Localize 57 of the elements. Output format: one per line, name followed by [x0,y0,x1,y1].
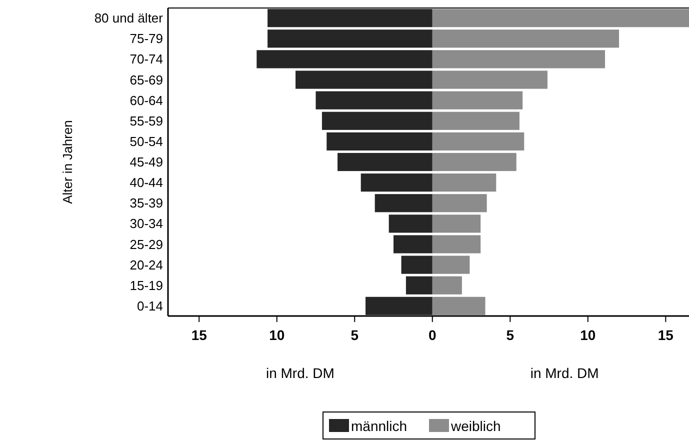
bar [256,50,432,68]
bar [432,132,524,150]
x-tick-label: 5 [506,327,514,343]
y-tick-label: 45-49 [130,154,163,170]
y-tick-label: 0-14 [136,298,163,314]
bar [360,174,432,192]
bar [432,112,520,130]
text: in Mrd. DM [530,365,599,381]
bar [432,256,470,274]
bar [432,152,516,172]
text: in Mrd. DM [266,365,334,381]
x-tick-label: 15 [658,327,674,343]
bar [432,214,481,233]
x-tick-label: 15 [191,327,208,343]
y-tick-label: 35-39 [130,196,163,211]
bar [432,9,689,28]
bar [316,91,432,110]
bar [432,276,462,294]
bar [394,235,432,254]
bar [401,256,432,274]
bar [432,70,548,89]
bar [326,132,432,150]
bar [432,194,487,212]
y-tick-label: 20-24 [130,257,163,272]
x-tick-label: 5 [350,327,359,343]
y-tick-label: 40-44 [130,175,163,190]
y-tick-label: 25-29 [130,236,163,252]
legend-label: weiblich [450,418,501,434]
bar [268,9,432,28]
bar [432,50,606,68]
bar [388,214,432,233]
bar [432,174,496,192]
bar [268,30,432,48]
y-tick-label: 60-64 [130,92,163,108]
bar [296,70,432,89]
y-tick-label: 30-34 [130,216,163,232]
y-axis-title: Alter in Jahren [60,120,75,204]
x-tick-label: 10 [269,327,285,343]
y-tick-label: 80 und älter [94,10,164,26]
bar [322,112,432,130]
y-tick-label: 50-54 [130,134,163,149]
bar [338,152,432,172]
bar [432,91,523,110]
bar [374,194,432,212]
x-tick-label: 0 [428,327,436,343]
y-tick-label: 55-59 [130,113,163,128]
y-tick-label: 15-19 [130,278,163,293]
bar [366,296,432,315]
y-tick-label: 75-79 [130,31,163,46]
bar [432,30,620,48]
y-tick-label: 70-74 [130,52,163,67]
y-tick-label: 65-69 [130,72,163,88]
bar [406,276,432,294]
bar [432,296,486,315]
x-tick-label: 10 [580,327,596,343]
bar [432,235,481,254]
legend-label: männlich [351,418,408,434]
